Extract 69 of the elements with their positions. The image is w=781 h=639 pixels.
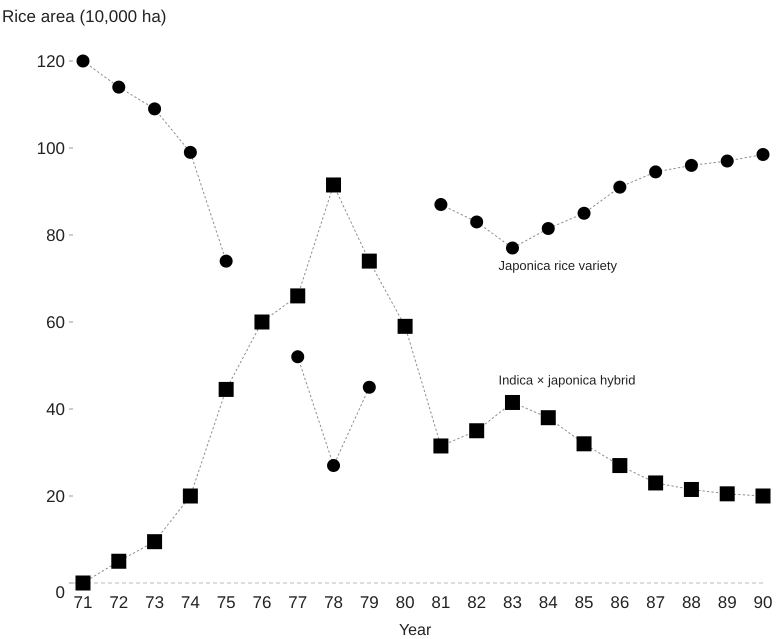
point [148, 102, 162, 116]
y-tick-label: 60 [46, 313, 65, 332]
x-tick-label: 73 [145, 593, 164, 612]
y-axis-title: Rice area (10,000 ha) [2, 7, 166, 26]
y-tick-label: 0 [56, 583, 65, 602]
y-tick-label: 40 [46, 400, 65, 419]
point [111, 554, 126, 569]
point [218, 382, 234, 397]
x-tick-label: 82 [467, 593, 486, 612]
point [326, 177, 342, 192]
point [504, 394, 520, 410]
y-tick-label: 80 [46, 226, 65, 245]
point [254, 314, 270, 330]
point [649, 165, 662, 178]
y-tick-label: 100 [36, 139, 65, 158]
point [398, 318, 413, 334]
x-tick-label: 77 [288, 593, 308, 612]
point [76, 54, 90, 68]
y-tick-label: 120 [36, 52, 65, 71]
x-tick-label: 89 [718, 593, 737, 612]
point [327, 459, 340, 472]
y-tick-label: 20 [46, 487, 65, 506]
point [291, 350, 304, 364]
x-tick-label: 86 [610, 593, 630, 612]
point [576, 436, 592, 452]
series-label: Indica × japonica hybrid [498, 372, 636, 388]
x-tick-label: 72 [109, 593, 128, 612]
point [469, 423, 484, 438]
point [648, 475, 664, 490]
point [542, 222, 555, 235]
x-tick-label: 81 [431, 593, 450, 612]
point [182, 488, 198, 504]
point [362, 254, 377, 269]
x-tick-label: 71 [74, 593, 92, 612]
point [184, 146, 197, 159]
x-tick-label: 76 [252, 593, 272, 612]
x-tick-label: 88 [682, 593, 701, 612]
point [578, 206, 591, 220]
point [76, 576, 90, 590]
point [290, 288, 306, 304]
point [720, 154, 734, 168]
point [362, 380, 376, 394]
point [470, 215, 484, 228]
point [756, 148, 770, 162]
x-tick-label: 75 [216, 593, 236, 612]
x-tick-label: 79 [360, 593, 379, 612]
x-tick-label: 83 [503, 593, 522, 612]
x-tick-label: 80 [396, 593, 415, 612]
x-tick-label: 87 [646, 593, 666, 612]
point [684, 158, 698, 172]
x-tick-label: 78 [324, 593, 343, 612]
x-tick-label: 84 [538, 593, 558, 612]
point [112, 80, 126, 94]
point [433, 438, 448, 454]
point [756, 488, 770, 504]
x-tick-label: 74 [180, 593, 200, 612]
point [684, 482, 699, 497]
point [540, 410, 556, 426]
point [720, 486, 735, 502]
series-label: Japonica rice variety [498, 258, 618, 274]
point [506, 242, 519, 255]
point [613, 180, 626, 194]
x-tick-label: 85 [574, 593, 594, 612]
x-axis-title: Year [398, 622, 432, 639]
point [220, 254, 233, 268]
point [612, 458, 628, 474]
point [147, 534, 162, 550]
point [434, 198, 448, 212]
x-tick-label: 90 [754, 593, 772, 612]
